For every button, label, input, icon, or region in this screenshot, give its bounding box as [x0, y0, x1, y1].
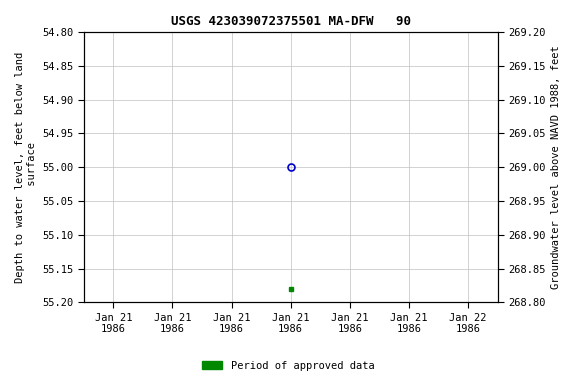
Title: USGS 423039072375501 MA-DFW   90: USGS 423039072375501 MA-DFW 90 [170, 15, 411, 28]
Legend: Period of approved data: Period of approved data [198, 357, 378, 375]
Y-axis label: Groundwater level above NAVD 1988, feet: Groundwater level above NAVD 1988, feet [551, 45, 561, 289]
Y-axis label: Depth to water level, feet below land
 surface: Depth to water level, feet below land su… [15, 51, 37, 283]
